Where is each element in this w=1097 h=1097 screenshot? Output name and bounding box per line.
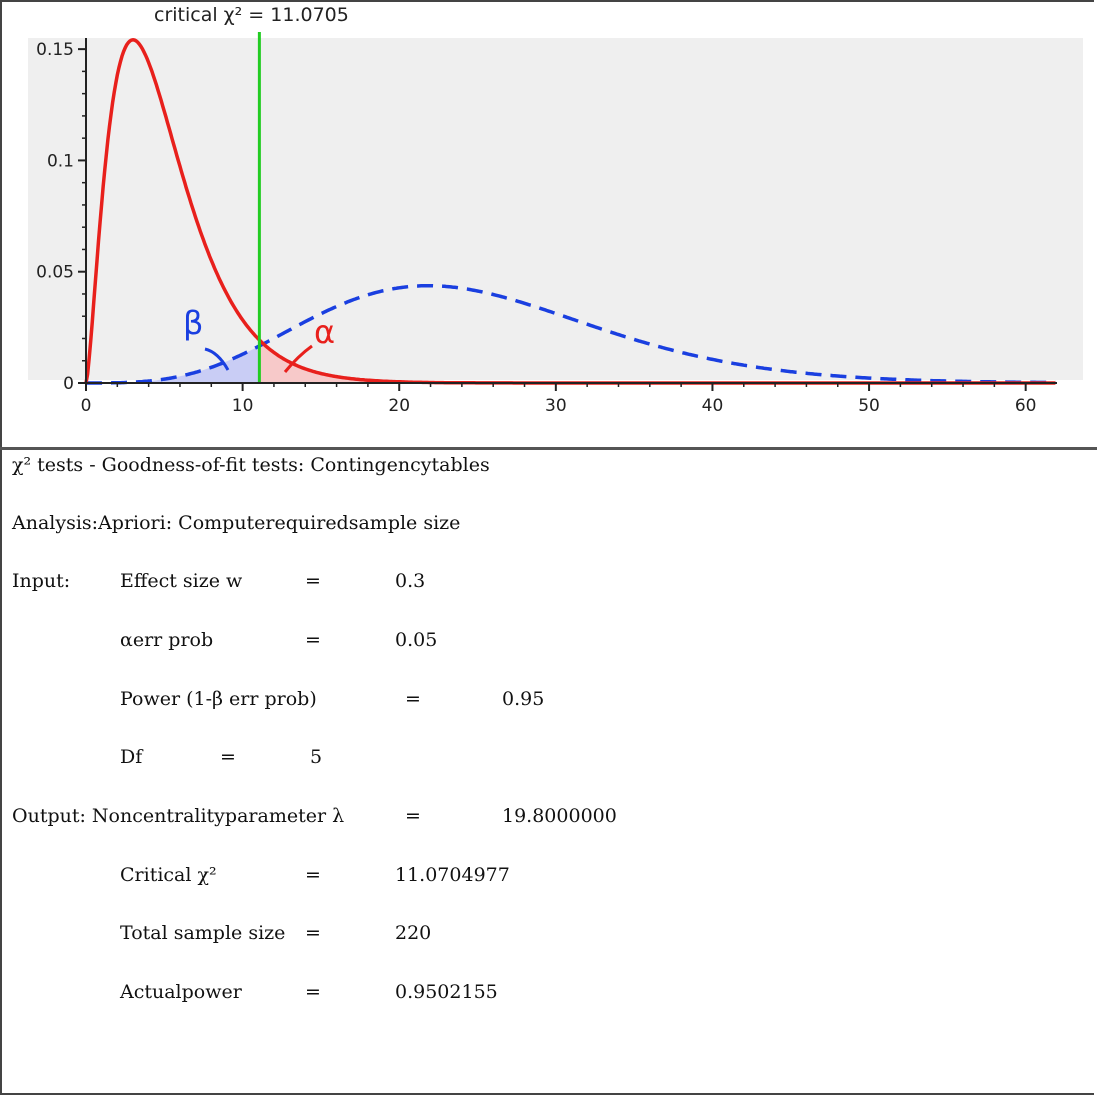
power-value: 0.95 [502,688,545,710]
beta-annotation: β [183,304,203,342]
output-label: Output: Noncentralityparameter λ [12,805,345,827]
x-tick-label: 40 [702,396,724,416]
alpha-err-value: 0.05 [395,629,438,651]
beta-pointer [204,347,230,371]
power-label: Power (1-β err prob) [120,688,317,710]
x-tick-label: 50 [858,396,880,416]
chart-svg: critical χ² = 11.0705 0 0.05 0.1 0.15 0 10 20 30… [28,4,1083,416]
critical-value-label: critical χ² = 11.0705 [154,4,349,26]
y-tick-label: 0.15 [36,40,74,60]
effect-size-value: 0.3 [395,570,426,592]
result-panel: χ² tests - Goodness-of-fit tests: Contin… [12,452,1082,1092]
x-tick-label: 10 [232,396,254,416]
x-tick-label: 0 [81,396,92,416]
critical-chi-label: Critical χ² [120,864,217,886]
df-label: Df [120,746,143,768]
analysis-line: Analysis:Apriori: Computerequiredsample … [12,512,461,534]
critical-chi-value: 11.0704977 [395,864,510,886]
power-eq: = [405,688,421,710]
section-divider [0,447,1097,450]
x-tick-label: 60 [1015,396,1037,416]
sample-size-eq: = [305,922,321,944]
effect-size-eq: = [305,570,321,592]
sample-size-label: Total sample size [120,922,286,944]
ncp-value: 19.8000000 [502,805,617,827]
power-chart: critical χ² = 11.0705 0 0.05 0.1 0.15 0 10 20 30… [0,0,1097,450]
x-tick-label: 30 [545,396,567,416]
ncp-eq: = [405,805,421,827]
x-tick-label: 20 [388,396,410,416]
series-noncentral-line [86,283,1056,385]
y-tick-label: 0 [63,374,74,394]
beta-region [86,346,260,383]
alpha-err-eq: = [305,629,321,651]
alpha-annotation: α [314,313,335,351]
sample-size-value: 220 [395,922,432,944]
df-value: 5 [310,746,323,768]
df-eq: = [220,746,236,768]
test-title: χ² tests - Goodness-of-fit tests: Contin… [12,454,490,476]
input-label: Input: [12,570,71,592]
alpha-err-label: αerr prob [120,629,214,651]
critical-chi-eq: = [305,864,321,886]
y-tick-label: 0.05 [36,263,74,283]
y-tick-label: 0.1 [47,151,74,171]
actual-power-value: 0.9502155 [395,981,498,1003]
actual-power-label: Actualpower [120,981,242,1003]
effect-size-label: Effect size w [120,570,243,592]
actual-power-eq: = [305,981,321,1003]
alpha-pointer [283,344,313,373]
plot-background [28,38,1083,380]
